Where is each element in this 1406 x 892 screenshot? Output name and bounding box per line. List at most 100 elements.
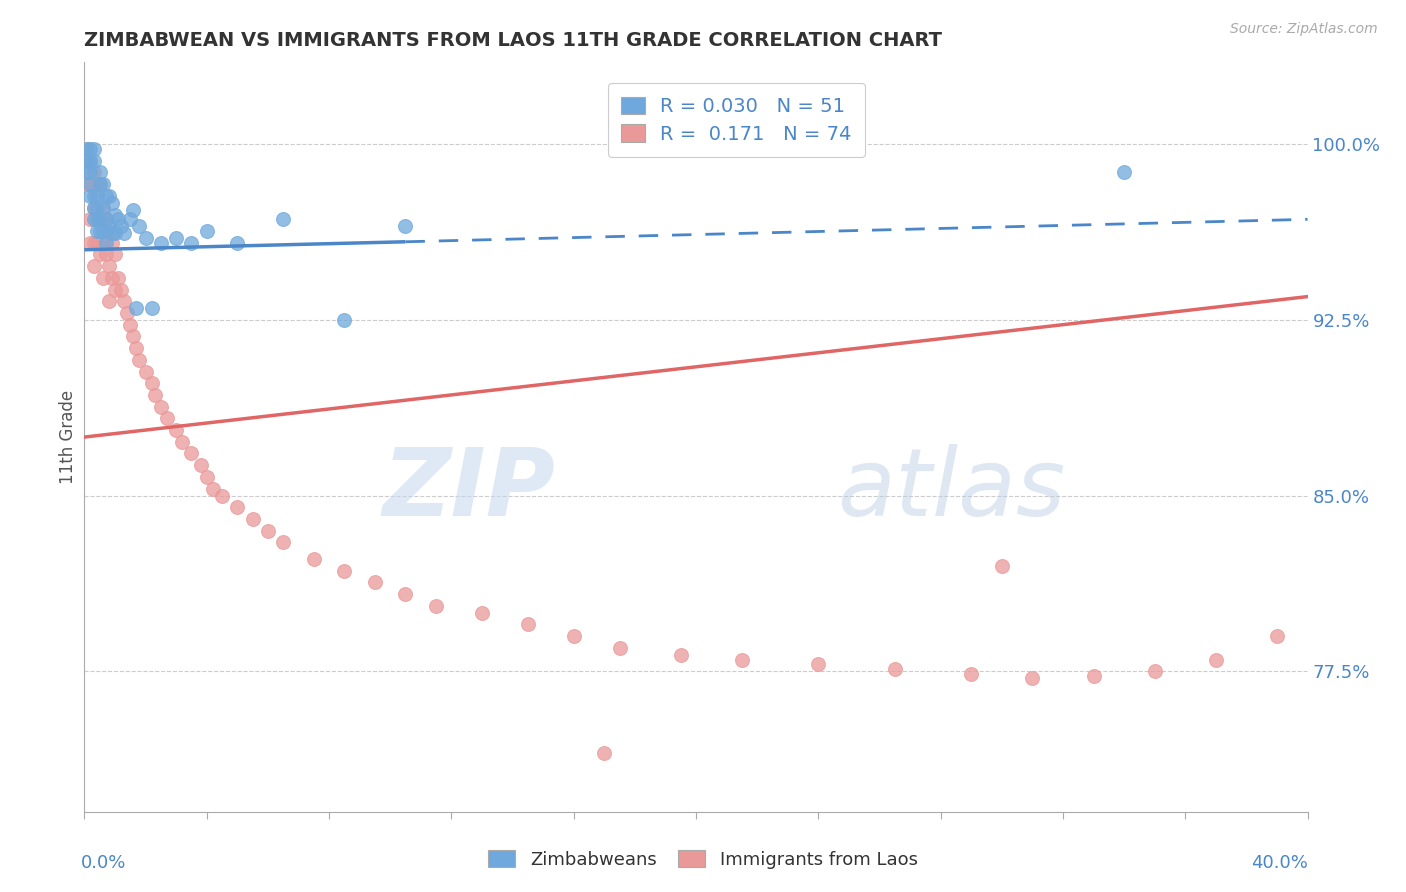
Point xyxy=(97,189,120,203)
Point xyxy=(1265,629,1288,643)
Point xyxy=(141,301,163,316)
Point xyxy=(120,212,142,227)
Point xyxy=(83,153,105,168)
Point xyxy=(101,227,124,241)
Point xyxy=(394,219,416,234)
Point xyxy=(211,489,233,503)
Point xyxy=(333,564,356,578)
Text: 40.0%: 40.0% xyxy=(1251,854,1308,871)
Point xyxy=(115,306,138,320)
Point xyxy=(91,235,114,250)
Point xyxy=(226,500,249,515)
Y-axis label: 11th Grade: 11th Grade xyxy=(59,390,77,484)
Point xyxy=(242,512,264,526)
Text: atlas: atlas xyxy=(837,444,1064,535)
Point xyxy=(94,235,117,250)
Point xyxy=(89,212,111,227)
Point xyxy=(122,202,145,217)
Point xyxy=(609,640,631,655)
Point xyxy=(97,224,120,238)
Point xyxy=(83,189,105,203)
Point xyxy=(149,235,172,250)
Point xyxy=(271,212,294,227)
Point xyxy=(101,195,124,210)
Point xyxy=(112,227,135,241)
Point xyxy=(89,224,111,238)
Point xyxy=(143,388,166,402)
Point xyxy=(101,271,124,285)
Point xyxy=(562,629,585,643)
Text: ZIMBABWEAN VS IMMIGRANTS FROM LAOS 11TH GRADE CORRELATION CHART: ZIMBABWEAN VS IMMIGRANTS FROM LAOS 11TH … xyxy=(84,30,942,50)
Point xyxy=(83,259,105,273)
Point xyxy=(83,201,105,215)
Point xyxy=(86,201,108,215)
Point xyxy=(172,434,194,449)
Point xyxy=(190,458,212,472)
Point xyxy=(89,177,111,191)
Point xyxy=(149,400,172,414)
Point xyxy=(141,376,163,391)
Point xyxy=(76,177,98,191)
Point xyxy=(302,551,325,566)
Point xyxy=(86,224,108,238)
Point xyxy=(91,271,114,285)
Point xyxy=(135,364,157,378)
Point xyxy=(471,606,494,620)
Point xyxy=(86,177,108,191)
Point xyxy=(86,235,108,250)
Point xyxy=(104,208,127,222)
Point xyxy=(271,535,294,549)
Point xyxy=(101,235,124,250)
Point xyxy=(1083,669,1105,683)
Point xyxy=(195,224,218,238)
Point xyxy=(91,224,114,238)
Point xyxy=(991,558,1014,573)
Legend: Zimbabweans, Immigrants from Laos: Zimbabweans, Immigrants from Laos xyxy=(481,843,925,876)
Point xyxy=(79,153,101,168)
Point xyxy=(807,657,830,672)
Point xyxy=(89,247,111,261)
Point xyxy=(1021,671,1043,685)
Point xyxy=(83,201,105,215)
Point xyxy=(91,177,114,191)
Point xyxy=(91,201,114,215)
Text: 0.0%: 0.0% xyxy=(82,854,127,871)
Point xyxy=(97,259,120,273)
Point xyxy=(104,283,127,297)
Point xyxy=(180,446,202,460)
Point xyxy=(79,177,101,191)
Point xyxy=(112,294,135,309)
Point xyxy=(257,524,280,538)
Point xyxy=(110,283,132,297)
Point xyxy=(731,652,754,666)
Point xyxy=(83,142,105,156)
Point xyxy=(86,212,108,227)
Point xyxy=(79,177,101,191)
Point xyxy=(86,189,108,203)
Point xyxy=(669,648,692,662)
Point xyxy=(79,189,101,203)
Point xyxy=(94,212,117,227)
Point xyxy=(394,587,416,601)
Point xyxy=(135,231,157,245)
Point xyxy=(516,617,538,632)
Point xyxy=(425,599,447,613)
Point xyxy=(76,153,98,168)
Point xyxy=(1205,652,1227,666)
Point xyxy=(125,341,148,355)
Point xyxy=(76,142,98,156)
Point xyxy=(333,313,356,327)
Point xyxy=(107,212,129,227)
Point xyxy=(104,247,127,261)
Point xyxy=(201,482,224,496)
Point xyxy=(364,575,387,590)
Point xyxy=(593,746,616,760)
Point xyxy=(1143,664,1166,678)
Point xyxy=(883,662,905,676)
Text: ZIP: ZIP xyxy=(382,443,555,535)
Point xyxy=(83,165,105,179)
Point xyxy=(94,247,117,261)
Point xyxy=(97,294,120,309)
Point xyxy=(960,666,983,681)
Point xyxy=(97,219,120,234)
